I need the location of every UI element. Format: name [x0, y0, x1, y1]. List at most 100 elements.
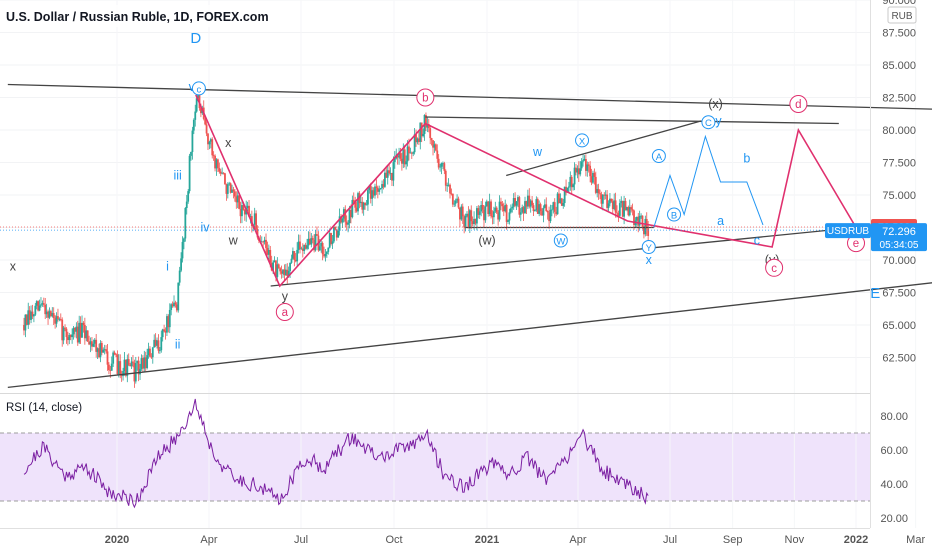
candle-body	[531, 200, 533, 206]
candle-body	[113, 352, 116, 355]
candle-body	[600, 194, 603, 204]
candle-body	[500, 201, 502, 204]
wave-label-circle	[789, 95, 808, 113]
candle-body	[381, 184, 383, 189]
wave-label-circle	[651, 149, 666, 163]
candle-body	[184, 208, 187, 239]
candle-body	[471, 221, 474, 225]
rsi-line-group	[0, 398, 870, 509]
trend-line[interactable]	[425, 116, 839, 125]
candle-body	[82, 322, 85, 325]
candle-body	[173, 302, 175, 307]
wave-label-circle	[416, 88, 435, 107]
trend-line[interactable]	[7, 83, 932, 110]
candle-body	[514, 198, 517, 206]
grid	[0, 0, 870, 358]
time-tick-label: 2020	[105, 534, 129, 546]
wave-path-pink[interactable]	[195, 94, 857, 288]
trend-line[interactable]	[270, 226, 857, 287]
chart-title[interactable]: U.S. Dollar / Russian Ruble, 1D, FOREX.c…	[6, 10, 269, 24]
wave-path-blue[interactable]	[653, 134, 764, 228]
candle-body	[157, 340, 160, 351]
candle-body	[103, 349, 106, 351]
candle-body	[369, 185, 372, 199]
candle-body	[415, 134, 417, 143]
trend-line[interactable]	[7, 280, 932, 389]
rsi-tick-label: 80.00	[880, 411, 908, 423]
candle-body	[432, 140, 434, 148]
time-tick-label: Jul	[294, 534, 308, 546]
candle-body	[484, 206, 487, 221]
rsi-line	[23, 398, 649, 509]
candle-body	[52, 313, 55, 319]
wave-label: a	[717, 214, 724, 228]
rsi-tick-label: 40.00	[880, 479, 908, 491]
candle-body	[76, 326, 79, 343]
candle-body	[188, 155, 191, 192]
candle-body	[501, 203, 504, 207]
candle-body	[355, 207, 358, 212]
trend-line[interactable]	[506, 120, 702, 177]
candle-body	[300, 248, 303, 250]
candle-body	[330, 233, 333, 244]
candle-body	[238, 195, 241, 209]
wave-label: B	[671, 211, 677, 222]
candle-body	[410, 152, 413, 154]
candle-body	[567, 186, 570, 188]
candle-body	[78, 322, 81, 343]
candle-body	[318, 246, 321, 251]
candle-body	[637, 216, 640, 226]
candle-body	[333, 226, 335, 242]
candle-body	[449, 184, 451, 194]
candle-body	[551, 209, 553, 211]
wave-paths[interactable]	[0, 94, 870, 288]
candle-body	[75, 326, 78, 332]
wave-label: C	[705, 118, 712, 129]
candle-body	[23, 325, 25, 331]
candle-body	[556, 193, 559, 215]
candle-body	[241, 205, 243, 217]
candle-body	[459, 207, 461, 220]
wave-label: x	[225, 136, 232, 150]
candle-body	[120, 374, 123, 377]
candle-body	[400, 158, 403, 164]
candle-body	[641, 215, 644, 227]
time-axis[interactable]: 2020 Apr Jul Oct 2021 Apr Jul Sep Nov 2022 Mar	[105, 534, 926, 546]
symbol-tag	[825, 223, 871, 239]
candle-body	[167, 316, 170, 328]
candle-body	[297, 241, 300, 250]
candle-body	[375, 186, 378, 188]
candle-body	[511, 206, 514, 209]
trend-lines[interactable]	[7, 83, 932, 389]
candle-body	[569, 176, 572, 187]
price-candles	[23, 86, 650, 388]
candle-body	[110, 363, 113, 371]
rsi-title[interactable]: RSI (14, close)	[6, 402, 82, 414]
price-tick-label: 70.000	[882, 255, 916, 267]
candle-body	[627, 207, 630, 216]
candle-body	[57, 316, 59, 320]
title-backdrop	[0, 5, 240, 27]
currency-badge[interactable]	[887, 6, 917, 24]
candle-body	[187, 191, 190, 202]
candle-body	[607, 203, 610, 208]
candle-body	[313, 239, 316, 251]
candle-body	[221, 172, 224, 174]
candle-body	[542, 207, 545, 216]
candle-body	[590, 176, 593, 183]
candle-body	[477, 208, 480, 215]
candle-body	[170, 304, 173, 310]
candle-body	[38, 305, 41, 311]
candle-body	[580, 161, 583, 169]
rsi-axis[interactable]: 80.00 60.00 40.00 20.00	[880, 411, 908, 525]
candle-body	[429, 128, 432, 139]
candle-body	[178, 270, 181, 283]
wave-label: D	[190, 30, 201, 47]
time-tick-label: Apr	[569, 534, 586, 546]
candle-body	[304, 244, 307, 249]
candle-body	[207, 133, 209, 145]
wave-label: y	[715, 114, 722, 128]
candle-body	[467, 213, 470, 229]
candle-body	[79, 322, 82, 338]
